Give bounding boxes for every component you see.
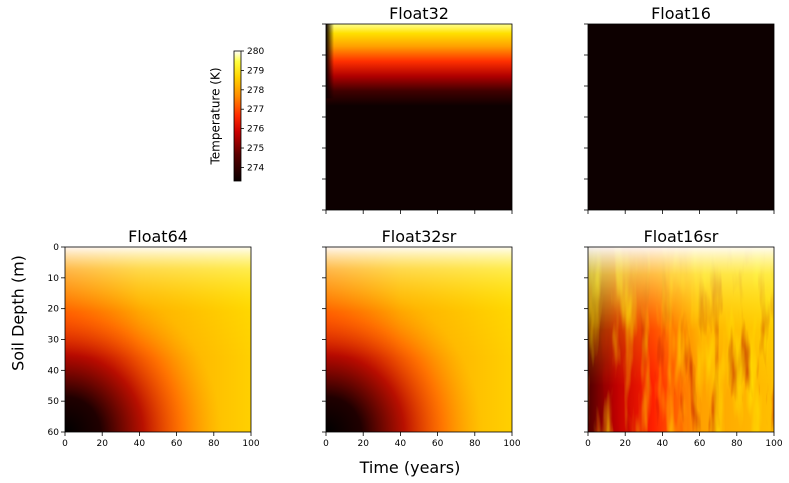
panel-title-float16: Float16 — [651, 4, 711, 23]
x-tick-label-float64: 20 — [96, 439, 108, 449]
x-tick-label-float32sr: 100 — [503, 439, 520, 449]
y-tick-label-float64: 0 — [53, 243, 59, 253]
colorbar-tick-label: 274 — [247, 163, 264, 173]
panel-title-float16sr: Float16sr — [644, 227, 719, 246]
x-tick-label-float16sr: 40 — [657, 439, 669, 449]
colorbar-tick-label: 276 — [247, 125, 264, 135]
colorbar-tick-label: 275 — [247, 144, 264, 154]
panel-title-float32sr: Float32sr — [382, 227, 457, 246]
x-tick-label-float64: 100 — [242, 439, 259, 449]
panel-float32: Float32 — [322, 4, 513, 214]
colorbar-ticks: 274 275 276 277 278 279 280 — [241, 47, 264, 173]
panel-float16sr: Float16sr 0 20 40 60 80 100 — [584, 227, 783, 449]
colorbar-tick-label: 277 — [247, 105, 264, 115]
colorbar-tick-label: 280 — [247, 47, 264, 57]
heatmap-float16 — [588, 24, 774, 210]
x-axis-label: Time (years) — [359, 458, 461, 477]
x-tick-label-float32sr: 20 — [357, 439, 369, 449]
x-tick-label-float16sr: 80 — [731, 439, 743, 449]
x-tick-label-float16sr: 60 — [694, 439, 706, 449]
x-tick-label-float16sr: 100 — [765, 439, 782, 449]
y-tick-label-float64: 30 — [48, 336, 60, 346]
heatmap-float64 — [65, 247, 251, 432]
heatmap-float16sr — [588, 247, 774, 432]
heatmap-float32 — [326, 24, 512, 210]
colorbar-bar — [233, 50, 242, 182]
y-tick-label-float64: 20 — [48, 305, 60, 315]
colorbar-tick-label: 279 — [247, 66, 264, 76]
panels: Float32 Float16 Float64 0 20 40 60 80 100 0 10 20 30… — [48, 4, 783, 449]
colorbar: 274 275 276 277 278 279 280 Temperature (K) — [209, 47, 264, 182]
y-tick-label-float64: 60 — [48, 428, 60, 438]
panel-float64: Float64 0 20 40 60 80 100 0 10 20 30 40 50 60 — [48, 227, 260, 449]
colorbar-label: Temperature (K) — [209, 67, 223, 165]
panel-float32sr: Float32sr 0 20 40 60 80 100 — [322, 227, 521, 449]
y-axis-label: Soil Depth (m) — [9, 255, 28, 371]
heatmap-float32sr — [326, 247, 512, 432]
y-tick-label-float64: 50 — [48, 397, 60, 407]
y-tick-label-float64: 40 — [48, 366, 60, 376]
panel-title-float32: Float32 — [389, 4, 449, 23]
panel-title-float64: Float64 — [128, 227, 188, 246]
x-tick-label-float64: 80 — [208, 439, 220, 449]
x-tick-label-float64: 40 — [134, 439, 146, 449]
x-tick-label-float16sr: 0 — [585, 439, 591, 449]
x-tick-label-float32sr: 80 — [469, 439, 481, 449]
x-tick-label-float16sr: 20 — [619, 439, 631, 449]
y-tick-label-float64: 10 — [48, 274, 60, 284]
colorbar-tick-label: 278 — [247, 86, 264, 96]
x-tick-label-float64: 0 — [62, 439, 68, 449]
x-tick-label-float32sr: 40 — [395, 439, 407, 449]
x-tick-label-float64: 60 — [171, 439, 183, 449]
x-tick-label-float32sr: 0 — [323, 439, 329, 449]
x-tick-label-float32sr: 60 — [432, 439, 444, 449]
panel-float16: Float16 — [584, 4, 775, 214]
